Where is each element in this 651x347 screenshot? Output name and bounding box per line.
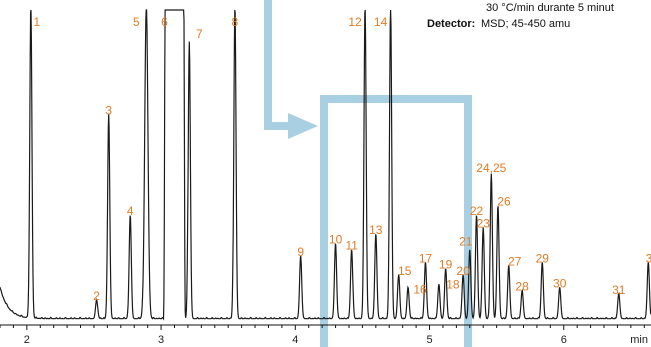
peak-label-21: 21: [459, 235, 473, 249]
peak-label-11: 11: [345, 239, 358, 253]
x-tick-label: 5: [426, 334, 432, 346]
highlight-arrow-head: [288, 113, 318, 139]
peak-label-16: 16: [413, 283, 427, 297]
peak-label-18: 18: [446, 277, 460, 291]
peak-label-6: 6: [161, 15, 168, 29]
peak-label-30: 30: [553, 277, 567, 291]
peak-label-31: 31: [612, 283, 626, 297]
peak-label-17: 17: [419, 251, 433, 265]
peak-label-3: 3: [105, 103, 112, 117]
x-tick-label: 4: [292, 334, 298, 346]
peak-label-5: 5: [133, 15, 140, 29]
peak-label-13: 13: [369, 223, 383, 237]
x-tick-label: 3: [158, 334, 164, 346]
peak-label-23: 23: [477, 217, 491, 231]
detector-key: Detector:: [427, 18, 475, 30]
x-axis: 2 3 4 5 6 min: [0, 324, 651, 346]
peak-label-29: 29: [536, 251, 550, 265]
peak-label-20: 20: [456, 264, 470, 278]
peak-label-22: 22: [470, 204, 484, 218]
peak-label-14: 14: [374, 15, 388, 29]
peak-label-1: 1: [34, 15, 41, 29]
oven-program-text: 30 °C/min durante 5 minut: [486, 2, 614, 14]
peak-label-27: 27: [508, 254, 522, 268]
x-tick-label: 2: [24, 334, 30, 346]
peak-label-12: 12: [348, 15, 362, 29]
peak-label-2: 2: [93, 289, 100, 303]
peak-label-15: 15: [398, 264, 412, 278]
highlight-arrow-shaft: [264, 0, 290, 130]
peak-label-7: 7: [196, 27, 203, 41]
peak-label-8: 8: [232, 15, 239, 29]
peak-label-24-25: 24,25: [476, 161, 506, 175]
highlight-overlay: [264, 0, 472, 347]
highlight-zoom-box: [320, 95, 472, 347]
peak-label-19: 19: [439, 258, 453, 272]
peak-label-28: 28: [515, 280, 529, 294]
detector-value: MSD; 45-450 amu: [481, 18, 570, 30]
x-tick-label: 6: [561, 334, 567, 346]
peak-label-26: 26: [497, 195, 511, 209]
peak-label-10: 10: [329, 232, 343, 246]
peak-label-4: 4: [127, 204, 134, 218]
peak-label-32: 32: [646, 251, 651, 265]
peak-label-9: 9: [297, 245, 304, 259]
x-unit-label: min: [630, 334, 648, 346]
chromatogram-trace: [0, 9, 651, 321]
